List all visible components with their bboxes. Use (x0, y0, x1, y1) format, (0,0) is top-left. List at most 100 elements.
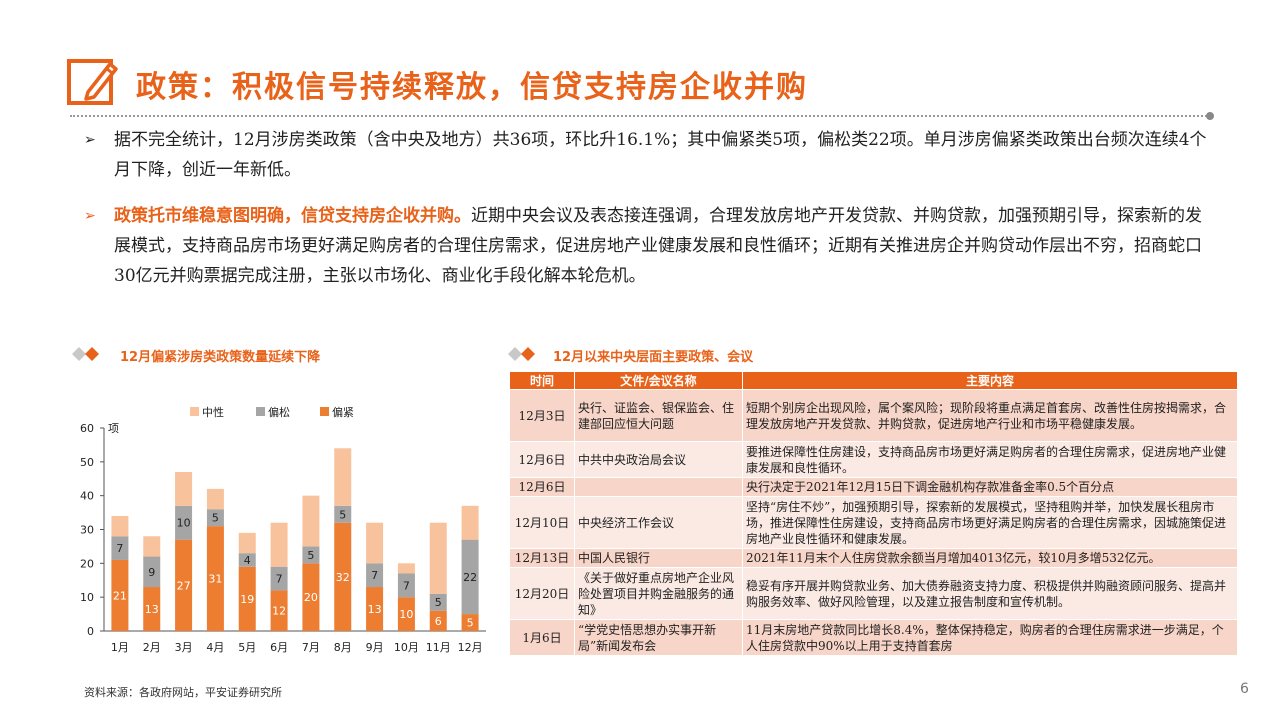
cell-content: 稳妥有序开展并购贷款业务、加大债券融资支持力度、积极提供并购融资顾问服务、提高并… (742, 567, 1238, 620)
bar-loose (175, 505, 193, 540)
x-tick-label: 12月 (458, 641, 483, 654)
bar-loose (143, 556, 161, 588)
cell-content: 短期个别房企出现风险，属个案风险；现阶段将重点满足首套房、改善性住房按揭需求，合… (742, 389, 1238, 442)
bar-loose (238, 553, 256, 567)
data-label-loose: 5 (212, 512, 219, 525)
data-label-tight: 13 (145, 603, 159, 616)
bar-tight (111, 559, 129, 631)
header-divider (70, 115, 1210, 117)
cell-content: 要推进保障性住房建设，支持商品房市场更好满足购房者的合理住房需求，促进房地产业健… (742, 441, 1238, 478)
x-tick-label: 6月 (270, 641, 288, 654)
page-number: 6 (1240, 681, 1249, 697)
chart-section-title: 12月偏紧涉房类政策数量延续下降 (120, 350, 321, 365)
bar-neutral (175, 471, 193, 506)
bar-tight (238, 566, 256, 631)
bullet-text: 近期中央会议及表态接连强调，合理发放房地产开发贷款、并购贷款，加强预期引导，探索… (114, 206, 1202, 286)
bar-loose (366, 563, 384, 588)
data-label-tight: 31 (208, 573, 222, 586)
bar-tight (302, 563, 320, 631)
y-tick-label: 50 (80, 456, 94, 469)
data-label-loose: 9 (148, 566, 155, 579)
y-tick-label: 40 (80, 490, 94, 503)
table-section-title: 12月以来中央层面主要政策、会议 (553, 350, 754, 365)
x-tick-label: 4月 (206, 641, 224, 654)
bullet-highlight: 政策托市维稳意图明确，信贷支持房企收并购。 (114, 206, 471, 226)
x-tick-label: 2月 (143, 641, 161, 654)
legend-label-tight: 偏紧 (332, 405, 354, 419)
y-tick-label: 0 (87, 625, 94, 638)
bar-neutral (238, 532, 256, 554)
bar-tight (206, 526, 224, 631)
bar-loose (206, 509, 224, 527)
section-diamond-icon (508, 347, 535, 361)
data-label-loose: 7 (116, 542, 123, 555)
data-label-loose: 7 (276, 573, 283, 586)
cell-document: 央行、证监会、银保监会、住建部回应恒大问题 (574, 389, 743, 442)
bar-tight (270, 590, 288, 631)
legend-swatch-neutral (190, 407, 199, 416)
bar-neutral (461, 505, 479, 540)
table-header-row: 时间 文件/会议名称 主要内容 (509, 371, 1238, 390)
x-tick-label: 3月 (175, 641, 193, 654)
cell-content: 11月末房地产贷款同比增长8.4%，整体保持稳定，购房者的合理住房需求进一步满足… (742, 619, 1238, 656)
data-label-tight: 6 (435, 615, 442, 628)
bar-loose (461, 539, 479, 615)
bullet-credit-support: ➢ 政策托市维稳意图明确，信贷支持房企收并购。近期中央会议及表态接连强调，合理发… (84, 201, 1214, 291)
bar-tight (429, 610, 447, 631)
data-label-loose: 7 (371, 569, 378, 582)
x-tick-label: 11月 (426, 641, 451, 654)
table-row: 1月6日 “学党史悟思想办实事开新局”新闻发布会 11月末房地产贷款同比增长8.… (509, 619, 1238, 656)
cell-content: 2021年11月末个人住房贷款余额当月增加4013亿元，较10月多增532亿元。 (742, 548, 1238, 568)
cell-date: 12月20日 (509, 567, 575, 620)
data-label-loose: 7 (403, 579, 410, 592)
x-tick-label: 1月 (111, 641, 129, 654)
cell-content: 央行决定于2021年12月15日下调金融机构存款准备金率0.5个百分点 (742, 477, 1238, 497)
cell-date: 12月13日 (509, 548, 575, 568)
y-unit-label: 项 (108, 422, 119, 435)
data-label-loose: 22 (463, 571, 477, 584)
table-row: 12月3日 央行、证监会、银保监会、住建部回应恒大问题 短期个别房企出现风险，属… (509, 389, 1238, 442)
cell-document: 中国人民银行 (574, 548, 743, 568)
x-tick-label: 9月 (366, 641, 384, 654)
bar-loose (429, 593, 447, 611)
bar-loose (270, 566, 288, 591)
x-tick-label: 10月 (394, 641, 419, 654)
bar-tight (366, 587, 384, 631)
pencil-note-icon (67, 59, 118, 105)
table-row: 12月6日 央行决定于2021年12月15日下调金融机构存款准备金率0.5个百分… (509, 477, 1238, 497)
data-label-loose: 5 (307, 549, 314, 562)
cell-document: “学党史悟思想办实事开新局”新闻发布会 (574, 619, 743, 656)
cell-document (574, 477, 743, 497)
y-tick-label: 10 (80, 591, 94, 604)
bar-neutral (366, 522, 384, 564)
data-label-tight: 20 (304, 591, 318, 604)
header-date: 时间 (509, 371, 575, 390)
legend-swatch-tight (320, 407, 329, 416)
legend-label-neutral: 中性 (202, 405, 224, 419)
bar-neutral (111, 515, 129, 537)
bar-loose (302, 546, 320, 564)
cell-document: 《关于做好重点房地产企业风险处置项目并购金融服务的通知》 (574, 567, 743, 620)
bar-tight (461, 614, 479, 631)
section-diamond-icon (72, 347, 99, 361)
data-label-tight: 19 (240, 593, 254, 606)
data-label-loose: 5 (435, 596, 442, 609)
bar-tight (334, 522, 352, 631)
table-row: 12月13日 中国人民银行 2021年11月末个人住房贷款余额当月增加4013亿… (509, 548, 1238, 568)
y-tick-label: 20 (80, 557, 94, 570)
data-label-tight: 13 (368, 603, 382, 616)
data-label-loose: 10 (177, 517, 191, 530)
page-title: 政策：积极信号持续释放，信贷支持房企收并购 (136, 70, 808, 105)
bar-neutral (270, 522, 288, 567)
data-label-tight: 10 (399, 608, 413, 621)
cell-date: 12月3日 (509, 389, 575, 442)
data-label-tight: 27 (177, 579, 191, 592)
bullet-text-wrap: 政策托市维稳意图明确，信贷支持房企收并购。近期中央会议及表态接连强调，合理发放房… (84, 201, 1214, 291)
source-note: 资料来源：各政府网站，平安证券研究所 (84, 686, 282, 699)
bar-neutral (206, 488, 224, 510)
bar-neutral (143, 536, 161, 557)
legend-label-loose: 偏松 (268, 405, 290, 419)
header-document: 文件/会议名称 (574, 371, 743, 390)
table-row: 12月6日 中共中央政治局会议 要推进保障性住房建设，支持商品房市场更好满足购房… (509, 441, 1238, 478)
bullet-text: 据不完全统计，12月涉房类政策（含中央及地方）共36项，环比升16.1%；其中偏… (114, 130, 1207, 180)
